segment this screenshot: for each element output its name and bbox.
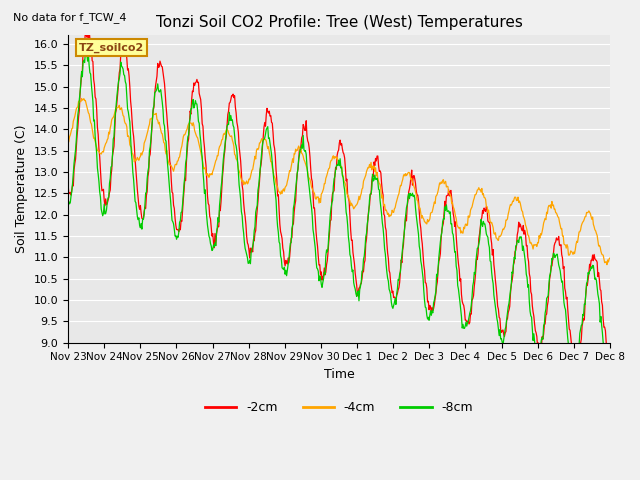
-2cm	[289, 221, 297, 227]
Title: Tonzi Soil CO2 Profile: Tree (West) Temperatures: Tonzi Soil CO2 Profile: Tree (West) Temp…	[156, 15, 522, 30]
-8cm	[132, 207, 140, 213]
-2cm	[268, 120, 275, 125]
-2cm	[132, 176, 140, 182]
-4cm	[289, 159, 297, 165]
-8cm	[418, 262, 426, 268]
Line: -8cm: -8cm	[68, 53, 640, 384]
-2cm	[418, 235, 426, 240]
-2cm	[450, 215, 458, 221]
-4cm	[639, 268, 640, 274]
-8cm	[289, 205, 297, 211]
Line: -2cm: -2cm	[68, 30, 640, 379]
-8cm	[239, 224, 247, 229]
-4cm	[268, 159, 275, 165]
Legend: -2cm, -4cm, -8cm: -2cm, -4cm, -8cm	[200, 396, 478, 420]
-4cm	[77, 96, 85, 101]
Text: No data for f_TCW_4: No data for f_TCW_4	[13, 12, 126, 23]
-8cm	[81, 50, 89, 56]
-2cm	[239, 187, 247, 193]
Text: TZ_soilco2: TZ_soilco2	[79, 43, 144, 53]
-4cm	[64, 140, 72, 146]
Line: -4cm: -4cm	[68, 98, 640, 271]
-4cm	[239, 178, 247, 183]
-4cm	[418, 215, 426, 221]
-8cm	[64, 202, 72, 208]
X-axis label: Time: Time	[324, 368, 355, 381]
-2cm	[85, 27, 93, 33]
-8cm	[268, 151, 275, 157]
-8cm	[450, 240, 458, 245]
-2cm	[64, 180, 72, 186]
Y-axis label: Soil Temperature (C): Soil Temperature (C)	[15, 125, 28, 253]
-4cm	[132, 156, 140, 162]
-4cm	[450, 205, 458, 211]
